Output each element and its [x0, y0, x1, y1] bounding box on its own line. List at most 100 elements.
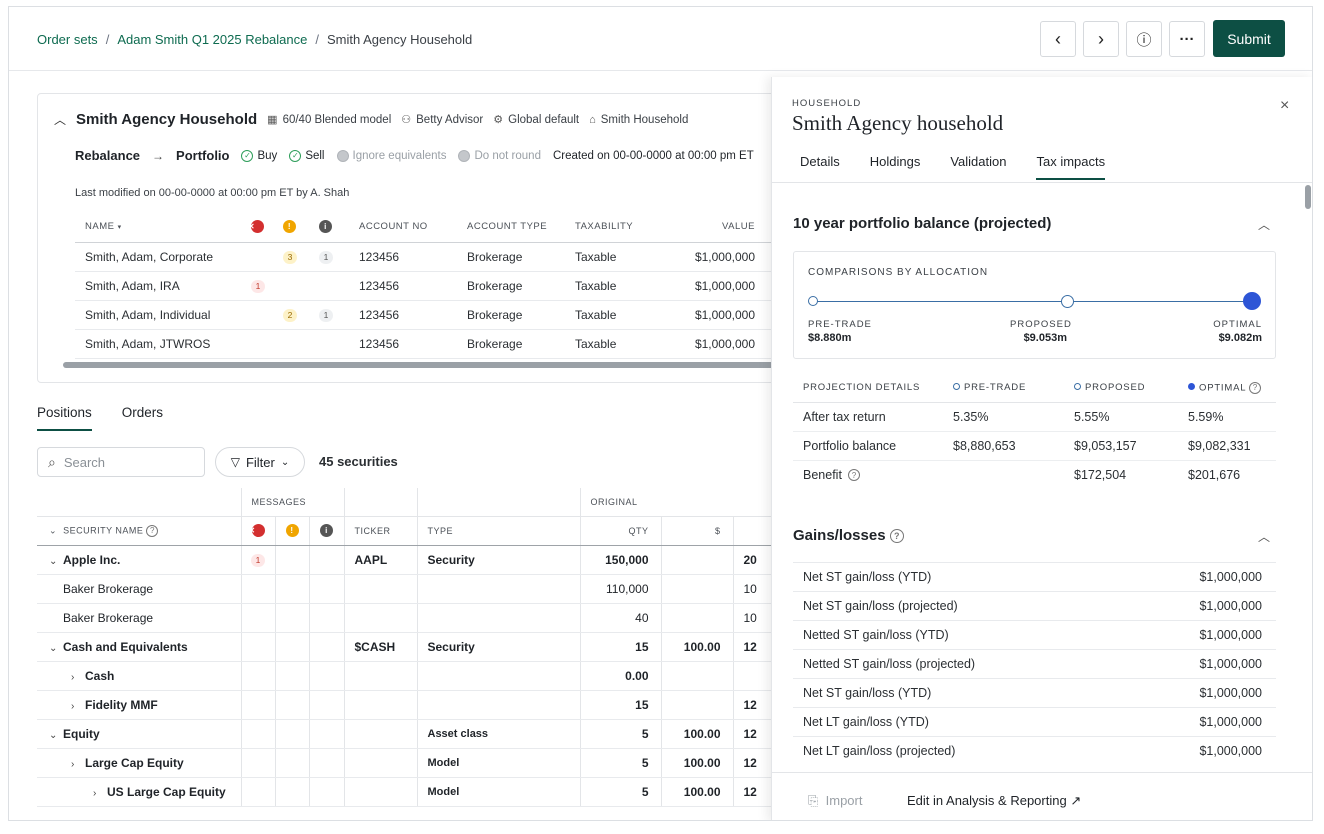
info-count: 1: [319, 250, 333, 264]
position-name: Apple Inc.: [63, 552, 121, 567]
vertical-scrollbar[interactable]: [1305, 185, 1311, 209]
tab-validation[interactable]: Validation: [950, 154, 1007, 169]
column-header-info: i: [319, 212, 359, 243]
tab-holdings[interactable]: Holdings: [869, 154, 921, 169]
position-ticker: [344, 719, 418, 749]
positions-table: MESSAGES ORIGINAL ⌄ SECURITY NAME ? ✕ ! …: [37, 488, 794, 807]
projection-label: Portfolio balance: [793, 431, 953, 461]
household-title: Smith Agency Household: [76, 111, 258, 128]
close-icon[interactable]: ×: [1280, 97, 1290, 114]
position-row[interactable]: ⌄ Equity Asset class 5 100.00 12: [37, 719, 794, 749]
warning-count-cell: [275, 719, 310, 749]
info-button[interactable]: ⓘ: [1126, 21, 1162, 57]
setting-meta: ⚙ Global default: [493, 113, 579, 127]
position-name-cell: › US Large Cap Equity: [37, 777, 242, 807]
column-header-qty: QTY: [580, 516, 662, 546]
warning-count-cell: 2: [283, 300, 319, 330]
position-name-cell: ⌄ Cash and Equivalents: [37, 632, 242, 662]
gain-loss-label: Net ST gain/loss (YTD): [793, 678, 1134, 708]
tab-tax-impacts[interactable]: Tax impacts: [1036, 154, 1106, 180]
previous-button[interactable]: ‹: [1040, 21, 1076, 57]
position-ticker: [344, 777, 418, 807]
proposed-dot-icon: [1074, 383, 1081, 391]
comparisons-title: COMPARISONS BY ALLOCATION: [808, 267, 989, 278]
position-row[interactable]: › US Large Cap Equity Model 5 100.00 12: [37, 777, 794, 807]
more-button[interactable]: ···: [1169, 21, 1205, 57]
panel-tabs: Details Holdings Validation Tax impacts: [800, 154, 1106, 180]
next-button[interactable]: ›: [1083, 21, 1119, 57]
chevron-down-icon[interactable]: ⌄: [49, 642, 58, 654]
position-type: Security: [417, 545, 581, 575]
household-label: Smith Household: [600, 113, 689, 126]
horizontal-scrollbar[interactable]: [63, 362, 796, 368]
breadcrumb-separator: /: [315, 32, 319, 47]
comparisons-card: COMPARISONS BY ALLOCATION PRE-TRADE $8.8…: [793, 251, 1276, 359]
model-label: 60/40 Blended model: [282, 113, 392, 126]
info-icon: i: [320, 524, 333, 537]
position-row[interactable]: › Large Cap Equity Model 5 100.00 12: [37, 748, 794, 778]
edit-in-analysis-link[interactable]: Edit in Analysis & Reporting ↗: [907, 793, 1081, 809]
column-header-errors: ✕: [241, 516, 276, 546]
filter-button[interactable]: ▽ Filter ⌄: [215, 447, 305, 477]
account-taxability: Taxable: [575, 271, 675, 301]
position-row[interactable]: ⌄ Cash and Equivalents $CASH Security 15 100.…: [37, 632, 794, 662]
chevron-up-icon[interactable]: ︿: [1258, 218, 1271, 232]
chevron-down-icon[interactable]: ⌄: [49, 555, 58, 567]
breadcrumb-rebalance[interactable]: Adam Smith Q1 2025 Rebalance: [117, 32, 308, 47]
position-amount: [661, 661, 734, 691]
info-count-cell: [309, 690, 345, 720]
position-qty: 110,000: [580, 574, 662, 604]
account-row[interactable]: Smith, Adam, Individual 2 1 123456 Brokerage…: [75, 300, 796, 330]
tab-orders[interactable]: Orders: [121, 405, 164, 420]
position-row[interactable]: Baker Brokerage 110,000 10: [37, 574, 794, 604]
chevron-up-icon[interactable]: ︿: [54, 113, 67, 127]
account-number: 123456: [359, 329, 467, 359]
position-row[interactable]: › Cash 0.00: [37, 661, 794, 691]
warning-count-cell: [275, 632, 310, 662]
position-row[interactable]: › Fidelity MMF 15 12: [37, 690, 794, 720]
chevron-right-icon[interactable]: ›: [93, 787, 97, 799]
chevron-down-icon: ⌄: [49, 524, 58, 535]
account-value: $1,000,000: [675, 300, 755, 330]
proposed-marker: [1061, 295, 1074, 308]
tab-details[interactable]: Details: [800, 154, 840, 169]
gear-icon: ⚙: [493, 114, 504, 126]
position-name-cell: › Fidelity MMF: [37, 690, 242, 720]
allocation-track: [813, 301, 1253, 302]
account-row[interactable]: Smith, Adam, Corporate 3 1 123456 Brokerage T…: [75, 242, 796, 272]
projection-row: After tax return 5.35% 5.55% 5.59%: [793, 402, 1276, 432]
column-header-errors: ✕: [248, 212, 283, 243]
column-header-name[interactable]: NAME ▾: [75, 212, 251, 243]
position-ticker: $CASH: [344, 632, 418, 662]
position-qty: 0.00: [580, 661, 662, 691]
column-header-security-name[interactable]: ⌄ SECURITY NAME ?: [37, 516, 242, 546]
header-spacer: [344, 488, 418, 517]
info-count-cell: [309, 574, 345, 604]
chevron-up-icon[interactable]: ︿: [1258, 530, 1271, 544]
projection-label: Benefit?: [793, 460, 953, 489]
optimal-dot-icon: [1188, 383, 1195, 391]
search-input[interactable]: ⌕ Search: [37, 447, 205, 477]
position-row[interactable]: Baker Brokerage 40 10: [37, 603, 794, 633]
chevron-right-icon[interactable]: ›: [71, 671, 75, 683]
submit-button[interactable]: Submit: [1213, 20, 1285, 57]
chevron-right-icon[interactable]: ›: [71, 758, 75, 770]
panel-footer: ⎘ Import Edit in Analysis & Reporting ↗: [772, 772, 1312, 820]
chevron-down-icon[interactable]: ⌄: [49, 729, 58, 741]
breadcrumb-order-sets[interactable]: Order sets: [37, 32, 98, 47]
position-amount: [661, 603, 734, 633]
account-row[interactable]: Smith, Adam, IRA 1 123456 Brokerage Taxable $…: [75, 271, 796, 301]
position-row[interactable]: ⌄ Apple Inc. 1 AAPL Security 150,000 20: [37, 545, 794, 575]
gain-loss-label: Net ST gain/loss (projected): [793, 591, 1134, 621]
check-circle-icon: ✓: [241, 149, 254, 162]
gain-loss-value: $1,000,000: [1133, 649, 1276, 679]
info-count-cell: [309, 748, 345, 778]
import-button[interactable]: ⎘ Import: [808, 793, 862, 809]
tab-positions[interactable]: Positions: [37, 405, 92, 431]
account-value: $1,000,000: [675, 242, 755, 272]
projection-row: Benefit? $172,504 $201,676: [793, 460, 1276, 489]
disabled-circle-icon: [336, 149, 349, 162]
chevron-right-icon[interactable]: ›: [71, 700, 75, 712]
account-row[interactable]: Smith, Adam, JTWROS 123456 Brokerage Taxabl…: [75, 329, 796, 359]
rebalance-label: Rebalance: [75, 148, 141, 163]
